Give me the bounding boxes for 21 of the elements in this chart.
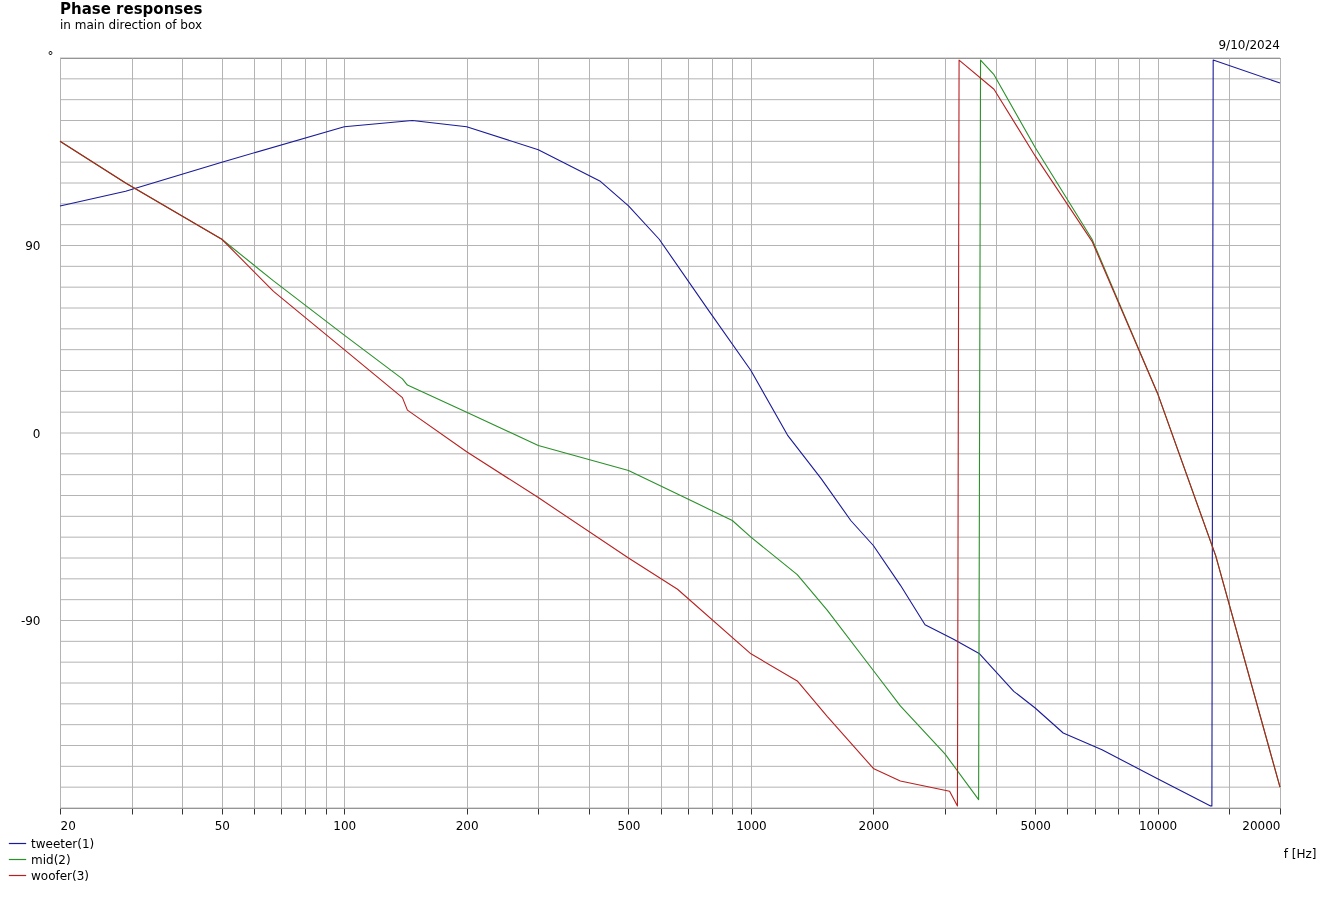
y-axis-title: °	[47, 48, 54, 63]
y-tick-label: 90	[25, 239, 41, 253]
x-tick-label: 50	[214, 818, 230, 833]
y-tick-label: -90	[20, 614, 41, 628]
x-tick-label: 10000	[1138, 818, 1178, 833]
legend-label: woofer(3)	[31, 868, 90, 883]
x-tick-label: 200	[455, 818, 479, 833]
chart-subtitle: in main direction of box	[60, 18, 203, 32]
legend-label: mid(2)	[31, 852, 71, 867]
x-tick-label: 500	[617, 818, 641, 833]
x-tick-label: 5000	[1020, 818, 1051, 833]
y-tick-label: 0	[32, 426, 41, 441]
x-tick-label: 100	[333, 818, 357, 833]
x-tick-label: 20000	[1242, 818, 1281, 833]
x-tick-label: 1000	[736, 818, 767, 833]
x-tick-label: 2000	[858, 818, 890, 833]
x-tick-label: 20	[60, 818, 76, 833]
legend-label: tweeter(1)	[31, 836, 95, 851]
text: 9/10/2024	[1218, 38, 1280, 52]
chart-title: Phase responses	[60, 0, 203, 18]
x-axis-title: f [Hz]	[1283, 846, 1317, 861]
